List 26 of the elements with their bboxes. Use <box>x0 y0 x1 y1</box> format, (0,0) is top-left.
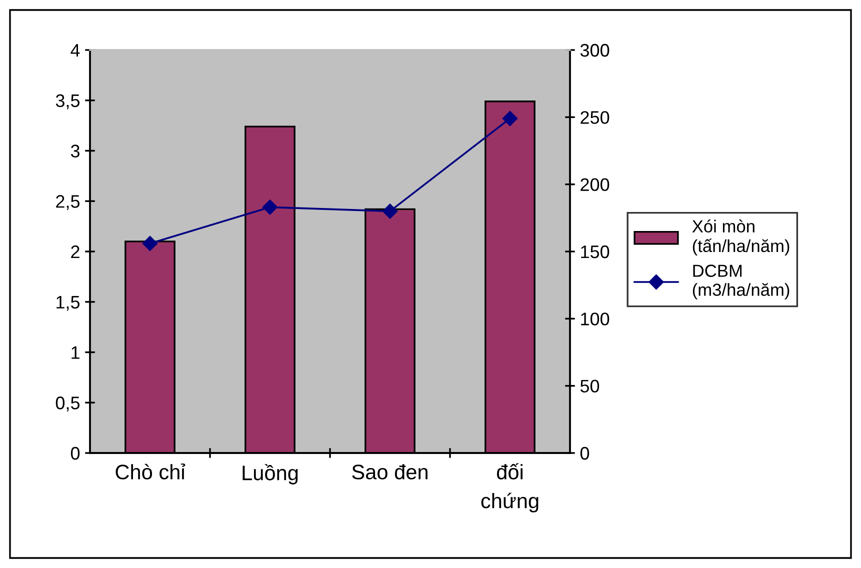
point <box>262 200 278 215</box>
y-tick-label: 3 <box>70 144 80 158</box>
y-tick-label: 3,5 <box>56 94 80 110</box>
y-tick-label: 2,5 <box>56 195 80 210</box>
legend-label: Xói mòn (tấn/ha/năm) <box>692 220 790 256</box>
y-tick-label: 0,5 <box>56 396 80 412</box>
y2-tick-label: 150 <box>581 245 610 258</box>
y2-tick-label: 50 <box>580 380 600 393</box>
x-tick-label: đối chứng <box>481 463 538 512</box>
legend-label: DCBM (m3/ha/năm) <box>692 264 790 300</box>
point <box>382 204 398 219</box>
point <box>502 110 518 126</box>
x-tick-label: Chò chỉ <box>116 463 186 480</box>
x-tick-label: Sao đen <box>352 464 428 480</box>
point <box>142 236 158 252</box>
y-tick-label: 1 <box>72 346 80 359</box>
y2-tick-label: 200 <box>580 178 610 192</box>
y-tick-label: 4 <box>70 44 80 57</box>
y2-tick-label: 250 <box>580 111 610 124</box>
y2-tick-label: 0 <box>580 446 590 460</box>
y-tick-label: 2 <box>71 245 80 258</box>
y-tick-label: 0 <box>70 446 80 460</box>
y2-tick-label: 300 <box>580 44 610 57</box>
y2-tick-label: 100 <box>581 312 610 326</box>
y-tick-label: 1,5 <box>56 296 80 311</box>
x-tick-label: Luồng <box>242 464 298 484</box>
